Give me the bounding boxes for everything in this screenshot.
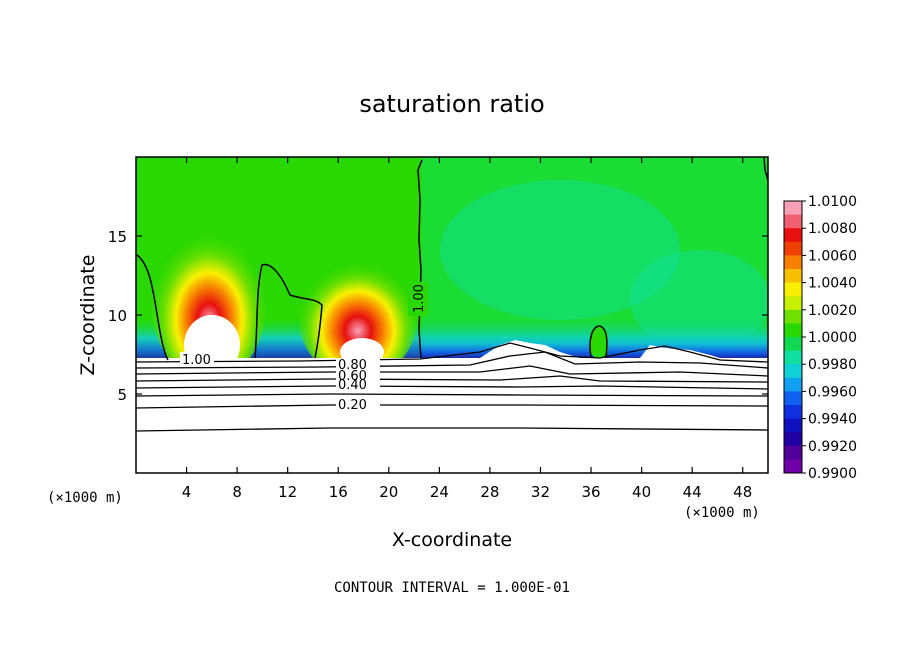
colorbar-label: 0.9900	[808, 466, 857, 482]
colorbar-swatch	[784, 445, 802, 460]
plot-area: 1.00 1.00 0.80 0.60 0.40 0.20	[136, 157, 768, 473]
contour-label-0-40: 0.40	[338, 378, 367, 393]
contour-label-1-00-left: 1.00	[182, 353, 211, 368]
z-axis-unit: (×1000 m)	[47, 490, 123, 506]
x-tick-label: 32	[531, 483, 550, 501]
x-tick-label: 24	[430, 483, 449, 501]
colorbar-label: 1.0000	[808, 330, 857, 346]
x-tick-label: 4	[182, 483, 192, 501]
x-axis-ticks: 4 8 12 16 20 24 28 32 36 40 44 48	[182, 157, 752, 501]
contour-1-00-blob	[589, 325, 608, 358]
colorbar-label: 1.0060	[808, 248, 857, 264]
colorbar-swatch	[784, 309, 802, 324]
contour-label-0-20: 0.20	[338, 398, 367, 413]
colorbar-label: 1.0080	[808, 221, 857, 237]
contour-low-5	[136, 385, 768, 390]
colorbar-swatch	[784, 241, 802, 256]
y-tick-label: 15	[108, 228, 127, 246]
colorbar-swatch	[784, 201, 802, 215]
terrain-bumps	[480, 340, 720, 358]
colorbar-swatch	[784, 282, 802, 297]
colorbar-swatch	[784, 255, 802, 270]
contour-1-00-topright	[763, 157, 768, 181]
x-tick-label: 48	[733, 483, 752, 501]
contour-label-1-00-main: 1.00	[412, 284, 427, 313]
contour-1-00-main	[417, 159, 423, 359]
contour-low-8	[136, 427, 768, 432]
contour-1-00-mid	[254, 263, 323, 359]
colorbar-swatch	[784, 364, 802, 379]
colorbar-label: 0.9940	[808, 412, 857, 428]
x-tick-label: 12	[278, 483, 297, 501]
contour-low-1	[136, 342, 768, 363]
colorbar-label: 1.0100	[808, 194, 857, 210]
colorbar: 1.0100 1.0080 1.0060 1.0040 1.0020 1.0000 0.99…	[783, 194, 857, 482]
colorbar-swatch	[784, 350, 802, 365]
colorbar-swatch	[784, 337, 802, 351]
colorbar-swatch	[784, 228, 802, 243]
x-tick-label: 44	[683, 483, 702, 501]
y-tick-label: 10	[108, 307, 127, 325]
colorbar-swatch	[784, 269, 802, 283]
contour-low-3	[136, 365, 768, 377]
colorbar-swatch	[784, 377, 802, 392]
colorbar-swatch	[784, 391, 802, 406]
supersaturation-maximum-2	[298, 250, 418, 380]
contour-1-00-left	[136, 254, 169, 361]
x-tick-label: 36	[581, 483, 600, 501]
chart-title: saturation ratio	[359, 90, 544, 118]
contour-label-0-80: 0.80	[338, 358, 367, 373]
colorbar-label: 0.9960	[808, 384, 857, 400]
colorbar-swatch	[784, 405, 802, 419]
x-tick-label: 16	[329, 483, 348, 501]
colorbar-swatch	[784, 323, 802, 338]
x-tick-label: 8	[232, 483, 242, 501]
contour-lines	[136, 157, 768, 432]
contour-label-0-60: 0.60	[338, 369, 367, 384]
x-tick-label: 28	[480, 483, 499, 501]
colorbar-label: 0.9980	[808, 357, 857, 373]
cyan-patch	[440, 180, 680, 320]
colorbar-swatch	[784, 432, 802, 447]
green-blob-36	[590, 327, 608, 358]
y-axis-title: Z-coordinate	[77, 255, 99, 376]
unsaturated-lower-layer	[136, 358, 768, 473]
x-tick-label: 20	[379, 483, 398, 501]
contour-interval-note: CONTOUR INTERVAL = 1.000E-01	[334, 580, 570, 596]
contour-low-6	[136, 393, 768, 397]
colorbar-swatch	[784, 459, 802, 474]
x-axis-unit: (×1000 m)	[684, 505, 760, 521]
colorbar-swatch	[784, 214, 802, 229]
y-tick-label: 5	[117, 386, 127, 404]
colorbar-label: 0.9920	[808, 439, 857, 455]
colorbar-swatch	[784, 418, 802, 433]
colorbar-label: 1.0020	[808, 303, 857, 319]
x-tick-label: 40	[632, 483, 651, 501]
y-axis-ticks: 5 10 15	[108, 228, 768, 404]
x-axis-title: X-coordinate	[392, 529, 512, 551]
colorbar-swatch	[784, 296, 802, 311]
colorbar-label: 1.0040	[808, 276, 857, 292]
contour-low-7	[136, 404, 768, 409]
contour-low-4	[136, 375, 768, 383]
